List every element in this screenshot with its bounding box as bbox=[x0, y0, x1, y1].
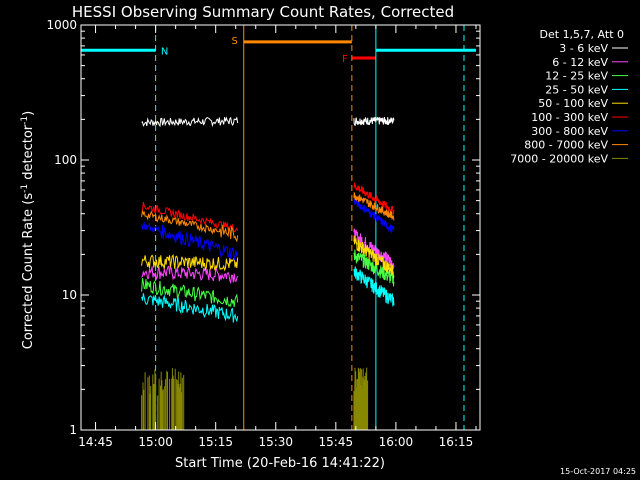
flag-label-F: F bbox=[342, 54, 348, 65]
series-3-segment-1 bbox=[353, 266, 395, 307]
legend-title: Det 1,5,7, Att 0 bbox=[540, 28, 624, 41]
flag-label-N: N bbox=[161, 46, 168, 57]
x-tick-label-6: 16:15 bbox=[439, 435, 474, 449]
series-5-segment-0 bbox=[141, 201, 239, 233]
x-tick-label-5: 16:00 bbox=[379, 435, 414, 449]
series-5-segment-1 bbox=[353, 182, 395, 215]
x-tick-label-2: 15:15 bbox=[198, 435, 233, 449]
flag-bars-layer: N S F bbox=[81, 36, 476, 65]
y-axis-label-exp2: -1 bbox=[20, 116, 30, 125]
x-tick-label-0: 14:45 bbox=[78, 435, 113, 449]
y-tick-label-2: 100 bbox=[54, 153, 77, 167]
series-4-segment-1 bbox=[353, 235, 395, 279]
flag-label-S: S bbox=[232, 36, 238, 47]
y-tick-label-0: 1 bbox=[69, 423, 77, 437]
legend-label-0: 3 - 6 keV bbox=[559, 42, 608, 55]
x-tick-label-1: 15:00 bbox=[138, 435, 173, 449]
x-axis-label: Start Time (20-Feb-16 14:41:22) bbox=[175, 456, 385, 471]
series-2-segment-0 bbox=[141, 278, 239, 308]
legend-label-4: 50 - 100 keV bbox=[538, 97, 608, 110]
legend-label-1: 6 - 12 keV bbox=[552, 56, 608, 69]
chart-title: HESSI Observing Summary Count Rates, Cor… bbox=[72, 3, 454, 21]
series-0-segment-0 bbox=[141, 116, 239, 128]
y-axis-label: Corrected Count Rate (s-1 detector-1) bbox=[20, 111, 36, 349]
y-axis-label-exp1: -1 bbox=[20, 184, 30, 193]
x-tick-label-4: 15:45 bbox=[319, 435, 354, 449]
series-8-segment-0 bbox=[141, 368, 185, 430]
legend-label-3: 25 - 50 keV bbox=[545, 83, 608, 96]
legend-label-8: 7000 - 20000 keV bbox=[510, 152, 608, 165]
series-0-segment-1 bbox=[353, 116, 395, 127]
series-7-segment-1 bbox=[353, 192, 395, 221]
legend-label-5: 100 - 300 keV bbox=[531, 111, 608, 124]
y-axis-label-end: ) bbox=[21, 111, 36, 116]
axes-layer: 14:45 15:00 15:15 15:30 15:45 16:00 16:15 1 10 10… bbox=[46, 18, 480, 449]
series-4-segment-0 bbox=[141, 253, 239, 272]
x-tick-label-3: 15:30 bbox=[258, 435, 293, 449]
footer-timestamp: 15-Oct-2017 04:25 bbox=[560, 467, 636, 476]
series-7-segment-0 bbox=[141, 210, 239, 243]
series-1-segment-0 bbox=[141, 264, 239, 285]
y-tick-label-1: 10 bbox=[62, 288, 77, 302]
legend-label-6: 300 - 800 keV bbox=[531, 125, 608, 138]
y-tick-label-3: 1000 bbox=[46, 18, 77, 32]
plot-frame bbox=[80, 24, 481, 431]
series-6-segment-0 bbox=[141, 221, 239, 261]
series-layer bbox=[141, 116, 395, 430]
legend-label-2: 12 - 25 keV bbox=[545, 70, 608, 83]
legend-label-7: 800 - 7000 keV bbox=[524, 139, 608, 152]
series-6-segment-1 bbox=[353, 198, 395, 234]
y-axis-label-mid: detector bbox=[21, 124, 36, 184]
y-axis-label-base: Corrected Count Rate (s bbox=[21, 193, 36, 350]
series-2-segment-1 bbox=[353, 249, 395, 287]
series-8-segment-1 bbox=[353, 367, 369, 430]
series-3-segment-0 bbox=[141, 293, 239, 323]
